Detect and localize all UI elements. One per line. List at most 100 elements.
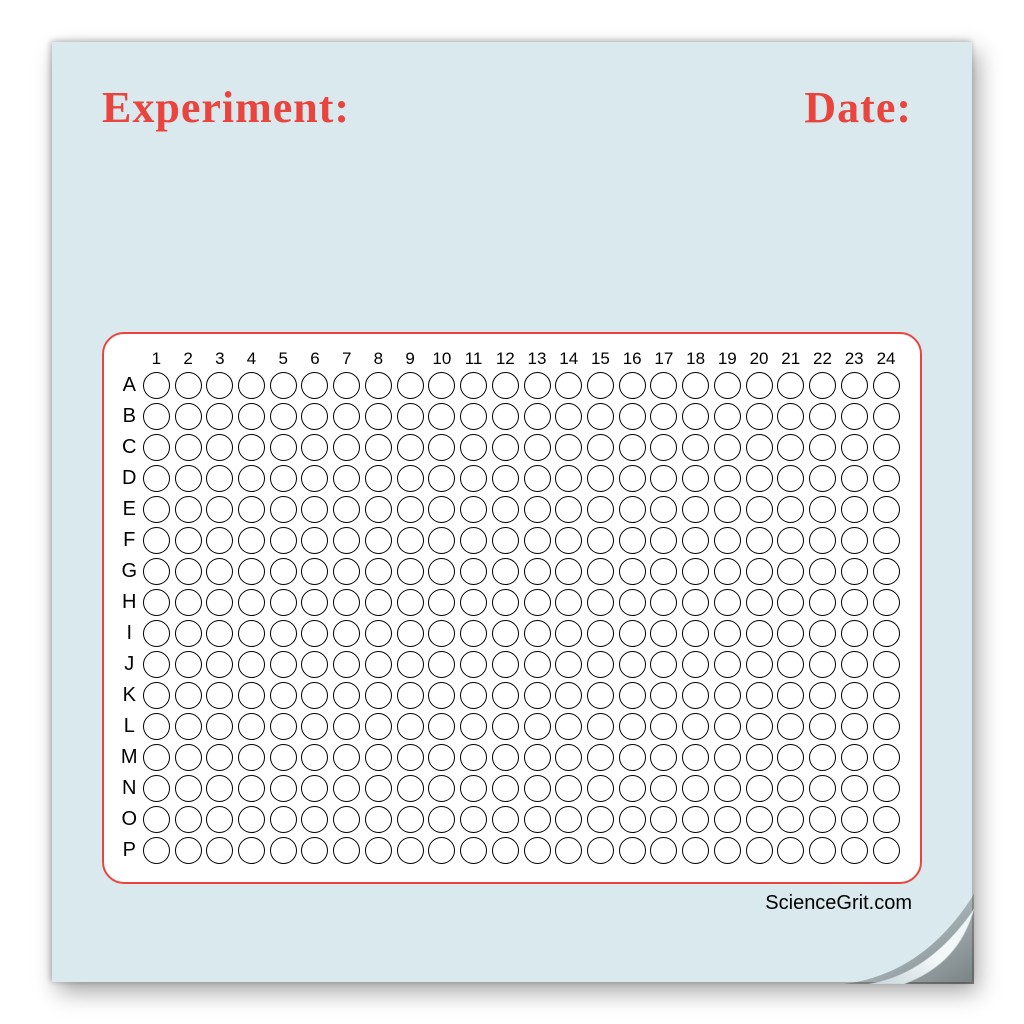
- well-cell: [775, 370, 807, 401]
- well-circle: [365, 620, 392, 647]
- well-cell: [680, 494, 712, 525]
- well-circle: [206, 682, 233, 709]
- well-cell: [426, 556, 458, 587]
- well-circle: [333, 465, 360, 492]
- well-cell: [363, 525, 395, 556]
- well-cell: [458, 463, 490, 494]
- well-circle: [587, 620, 614, 647]
- well-cell: [489, 525, 521, 556]
- well-cell: [553, 742, 585, 773]
- well-circle: [809, 775, 836, 802]
- well-cell: [172, 556, 204, 587]
- well-circle: [777, 403, 804, 430]
- well-cell: [141, 556, 173, 587]
- well-circle: [587, 682, 614, 709]
- well-cell: [236, 618, 268, 649]
- well-circle: [428, 527, 455, 554]
- well-cell: [743, 556, 775, 587]
- well-circle: [587, 465, 614, 492]
- well-cell: [426, 649, 458, 680]
- well-cell: [616, 587, 648, 618]
- well-circle: [206, 589, 233, 616]
- well-circle: [428, 806, 455, 833]
- well-cell: [299, 525, 331, 556]
- well-circle: [301, 682, 328, 709]
- well-circle: [238, 837, 265, 864]
- well-circle: [746, 434, 773, 461]
- well-circle: [841, 527, 868, 554]
- well-cell: [204, 649, 236, 680]
- well-cell: [172, 835, 204, 866]
- well-cell: [711, 525, 743, 556]
- well-circle: [555, 682, 582, 709]
- well-circle: [492, 620, 519, 647]
- well-cell: [426, 680, 458, 711]
- well-cell: [141, 587, 173, 618]
- well-cell: [458, 711, 490, 742]
- well-cell: [363, 804, 395, 835]
- well-cell: [807, 649, 839, 680]
- column-header: 23: [838, 348, 870, 370]
- well-cell: [236, 556, 268, 587]
- well-cell: [394, 835, 426, 866]
- well-circle: [460, 837, 487, 864]
- well-plate: 123456789101112131415161718192021222324A…: [102, 332, 922, 884]
- well-circle: [206, 713, 233, 740]
- well-cell: [204, 587, 236, 618]
- well-cell: [553, 773, 585, 804]
- well-circle: [365, 682, 392, 709]
- well-circle: [682, 806, 709, 833]
- well-cell: [267, 835, 299, 866]
- well-circle: [777, 620, 804, 647]
- well-cell: [299, 556, 331, 587]
- well-cell: [838, 370, 870, 401]
- well-circle: [301, 558, 328, 585]
- well-cell: [172, 618, 204, 649]
- well-cell: [458, 432, 490, 463]
- well-cell: [585, 773, 617, 804]
- well-circle: [397, 806, 424, 833]
- well-cell: [553, 649, 585, 680]
- well-circle: [841, 403, 868, 430]
- well-cell: [331, 680, 363, 711]
- well-circle: [555, 434, 582, 461]
- well-cell: [838, 804, 870, 835]
- well-circle: [650, 713, 677, 740]
- well-circle: [587, 589, 614, 616]
- well-circle: [524, 620, 551, 647]
- well-circle: [682, 372, 709, 399]
- well-circle: [587, 434, 614, 461]
- well-circle: [175, 465, 202, 492]
- well-cell: [648, 525, 680, 556]
- well-circle: [682, 527, 709, 554]
- well-circle: [238, 620, 265, 647]
- well-circle: [492, 527, 519, 554]
- well-circle: [555, 651, 582, 678]
- well-circle: [238, 558, 265, 585]
- well-circle: [650, 806, 677, 833]
- well-circle: [555, 775, 582, 802]
- well-circle: [333, 806, 360, 833]
- well-circle: [301, 372, 328, 399]
- well-cell: [204, 711, 236, 742]
- well-cell: [648, 432, 680, 463]
- well-cell: [870, 494, 902, 525]
- well-circle: [206, 806, 233, 833]
- well-cell: [680, 680, 712, 711]
- well-cell: [331, 742, 363, 773]
- well-cell: [807, 742, 839, 773]
- well-cell: [299, 649, 331, 680]
- well-circle: [270, 434, 297, 461]
- well-circle: [492, 651, 519, 678]
- well-cell: [331, 401, 363, 432]
- well-cell: [394, 432, 426, 463]
- well-cell: [489, 556, 521, 587]
- well-cell: [363, 370, 395, 401]
- well-cell: [616, 680, 648, 711]
- well-circle: [492, 403, 519, 430]
- well-circle: [619, 682, 646, 709]
- well-cell: [648, 401, 680, 432]
- well-cell: [204, 556, 236, 587]
- well-cell: [743, 618, 775, 649]
- well-cell: [299, 463, 331, 494]
